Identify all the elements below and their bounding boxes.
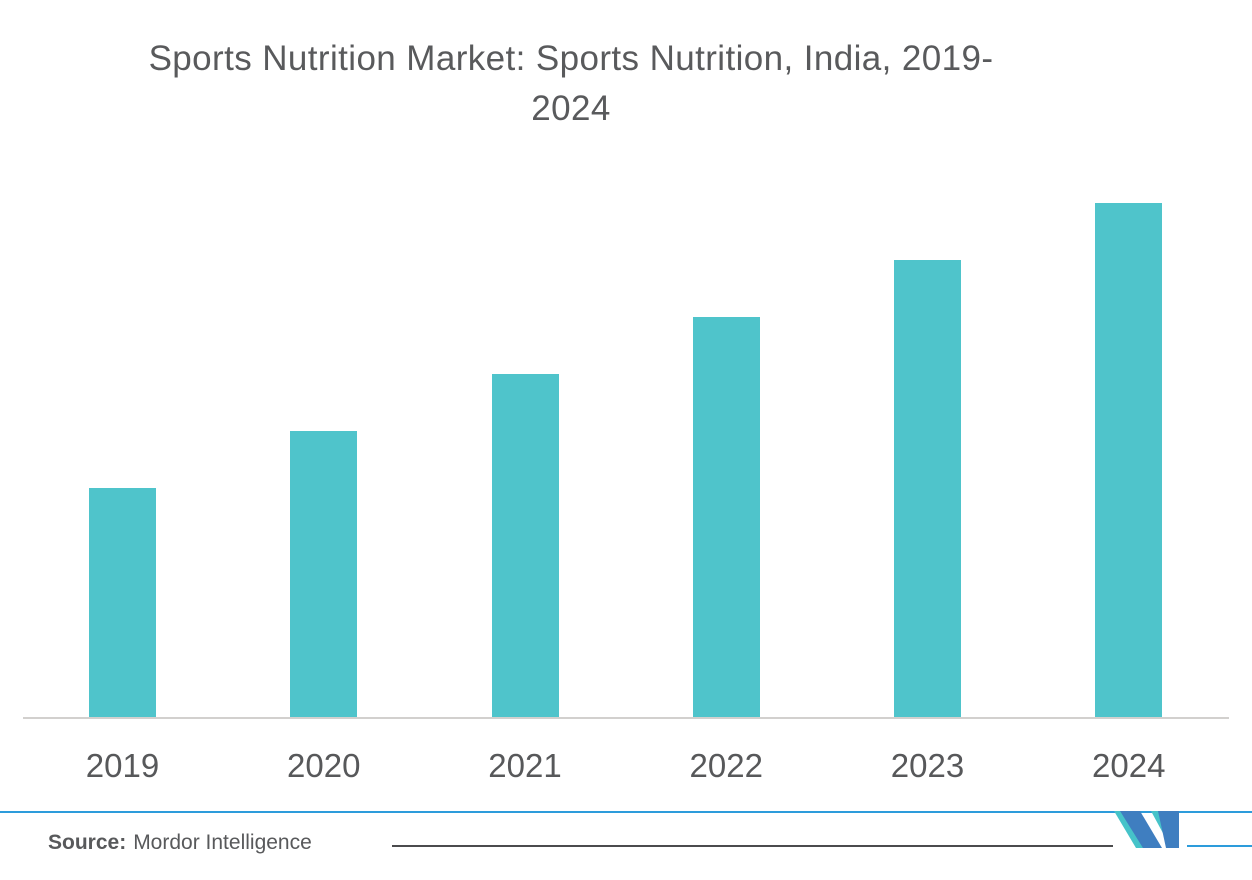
- source-text: Source: Mordor Intelligence: [48, 831, 312, 855]
- source-label: Source:: [48, 831, 127, 854]
- bar-2024: [1095, 203, 1163, 717]
- logo-blue-ribbon-right: [1158, 811, 1179, 848]
- x-axis-label-2022: 2022: [689, 747, 763, 784]
- x-axis-label-2019: 2019: [85, 747, 160, 784]
- x-axis-label-2021: 2021: [488, 747, 562, 784]
- mordor-intelligence-logo: [1114, 811, 1179, 848]
- x-axis-label-2020: 2020: [287, 747, 361, 784]
- source-value: Mordor Intelligence: [133, 831, 312, 854]
- x-axis-label-2024: 2024: [1092, 747, 1166, 784]
- chart-title: Sports Nutrition Market: Sports Nutritio…: [0, 34, 1142, 134]
- bar-2022: [692, 317, 760, 717]
- x-axis-line: [23, 717, 1229, 719]
- logo-blue-ribbon-left: [1120, 811, 1162, 848]
- bar-2021: [491, 374, 559, 717]
- bar-2023: [894, 260, 961, 717]
- bar-2019: [89, 488, 156, 717]
- source-underline: [392, 845, 1113, 847]
- chart-title-line1: Sports Nutrition Market: Sports Nutritio…: [148, 39, 994, 78]
- x-axis-label-2023: 2023: [890, 747, 965, 784]
- footer-top-divider: [0, 811, 1252, 813]
- footer-right-divider: [1187, 845, 1252, 847]
- bar-2020: [290, 431, 358, 717]
- chart-title-line2: 2024: [531, 89, 611, 128]
